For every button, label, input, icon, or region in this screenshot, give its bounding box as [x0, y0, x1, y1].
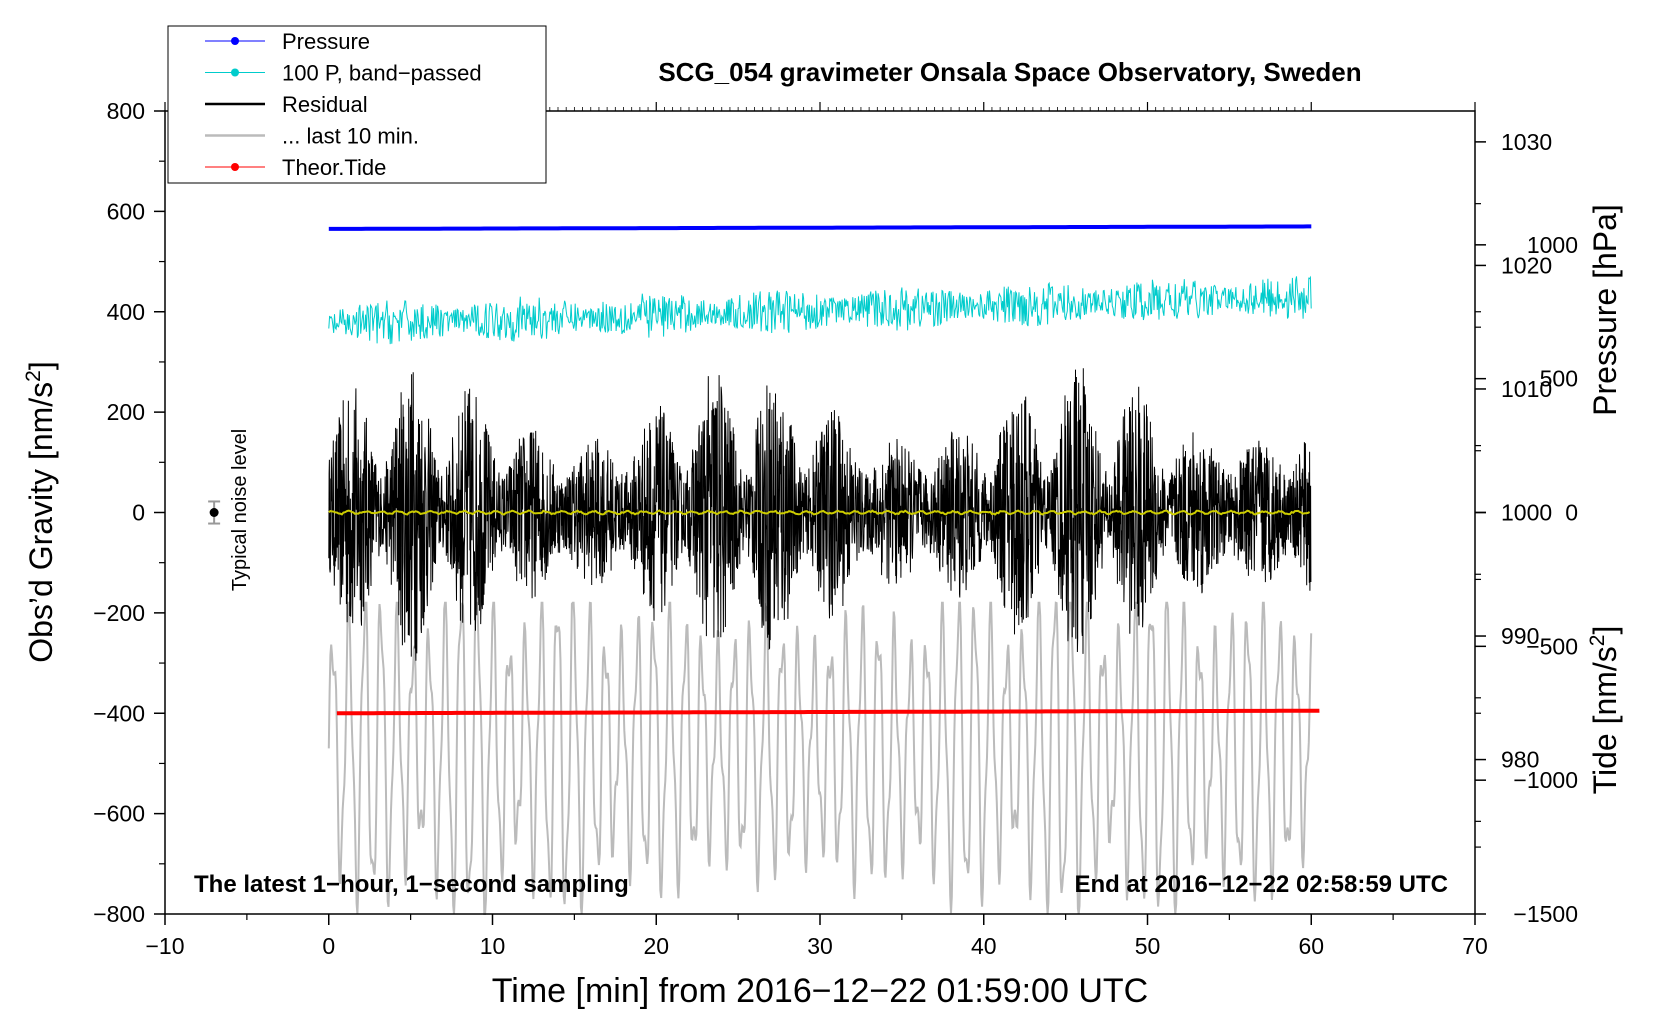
y-axis-label-left: Obs’d Gravity [nm/s2] — [22, 361, 59, 663]
y-axis-label-pressure: Pressure [hPa] — [1587, 204, 1623, 416]
annotation-right: End at 2016−12−22 02:58:59 UTC — [1074, 871, 1448, 898]
legend-marker — [231, 68, 239, 77]
x-tick-label: 50 — [1135, 933, 1161, 959]
y-tick-label: −400 — [93, 700, 145, 726]
y-tick-label: 800 — [107, 98, 145, 124]
legend-label: Pressure — [282, 29, 370, 54]
pressure-tick-label: 1000 — [1501, 500, 1552, 526]
pressure-tick-label: 1010 — [1501, 376, 1552, 402]
legend: Pressure 100 P, band−passed Residual ... la… — [167, 25, 547, 184]
tide-tick-label: 1000 — [1527, 232, 1578, 258]
series-pressure — [328, 224, 1312, 231]
series-last-10-min — [327, 601, 1313, 915]
x-tick-label: 40 — [971, 933, 997, 959]
annotation-left: The latest 1−hour, 1−second sampling — [194, 871, 629, 898]
series-band-passed — [328, 275, 1312, 345]
tide-tick-label: −1000 — [1513, 767, 1578, 793]
y-tick-label: 600 — [107, 198, 145, 224]
tide-tick-label: 0 — [1565, 500, 1578, 526]
x-tick-label: 10 — [480, 933, 506, 959]
tide-tick-label: −1500 — [1513, 901, 1578, 927]
noise-marker — [208, 500, 221, 525]
pressure-tick-label: 1020 — [1501, 252, 1552, 278]
y-tick-label: 200 — [107, 399, 145, 425]
series-layer — [327, 224, 1320, 915]
legend-marker — [231, 37, 239, 45]
x-tick-label: 70 — [1462, 933, 1488, 959]
x-tick-label: 20 — [643, 933, 669, 959]
legend-label: ... last 10 min. — [282, 124, 419, 149]
y-tick-label: 400 — [107, 299, 145, 325]
y-tick-label: −800 — [93, 901, 145, 927]
legend-marker — [231, 163, 239, 171]
series-theor-tide — [336, 708, 1320, 716]
x-tick-label: 30 — [807, 933, 833, 959]
x-tick-label: −10 — [145, 933, 184, 959]
noise-label: Typical noise level — [229, 429, 251, 591]
y-axis-label-tide: Tide [nm/s2] — [1586, 626, 1623, 795]
noise-dot — [209, 508, 219, 517]
x-tick-label: 60 — [1298, 933, 1324, 959]
axes-layer: −10 0 10 20 30 40 50 60 70−800−600−400−200020040… — [93, 98, 1578, 959]
legend-label: 100 P, band−passed — [282, 61, 482, 86]
legend-label: Theor.Tide — [282, 155, 386, 180]
tide-tick-label: −500 — [1526, 633, 1578, 659]
y-tick-label: −600 — [93, 801, 145, 827]
pressure-tick-label: 980 — [1501, 747, 1539, 773]
chart-title: SCG_054 gravimeter Onsala Space Observat… — [658, 57, 1361, 87]
x-tick-label: 0 — [322, 933, 335, 959]
pressure-tick-label: 990 — [1501, 623, 1539, 649]
y-tick-label: −200 — [93, 600, 145, 626]
legend-label: Residual — [282, 92, 368, 117]
tide-tick-label: 500 — [1540, 366, 1578, 392]
series-smoothed-residual — [328, 509, 1311, 516]
pressure-tick-label: 1030 — [1501, 129, 1552, 155]
x-axis-label: Time [min] from 2016−12−22 01:59:00 UTC — [492, 972, 1148, 1010]
series-residual — [328, 368, 1312, 661]
y-tick-label: 0 — [132, 500, 145, 526]
